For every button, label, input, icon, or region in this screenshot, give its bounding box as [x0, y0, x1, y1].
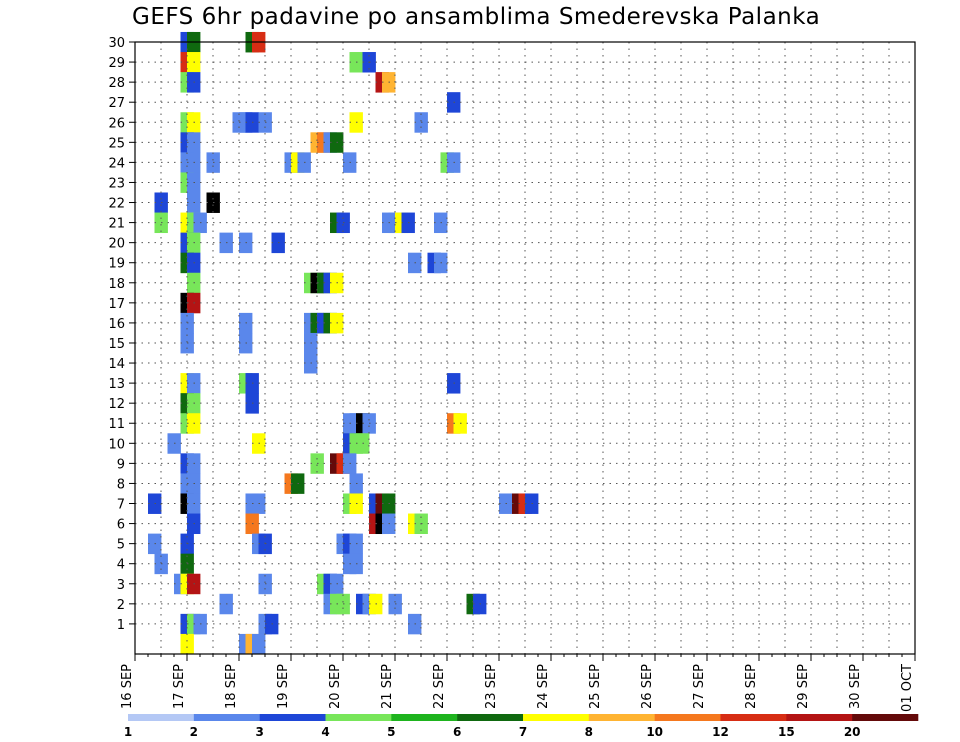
- y-tick-label: 23: [108, 176, 125, 191]
- y-tick-label: 16: [108, 317, 125, 332]
- x-tick-label: 27 SEP: [692, 664, 707, 709]
- y-tick-label: 21: [108, 217, 125, 232]
- x-tick-label: 01 OCT: [900, 664, 915, 712]
- colorbar-swatch: [852, 714, 919, 721]
- y-tick-label: 20: [108, 237, 125, 252]
- y-tick-label: 27: [108, 96, 125, 111]
- y-tick-label: 10: [108, 437, 125, 452]
- y-tick-label: 3: [117, 578, 125, 593]
- heatmap-cell: [252, 633, 266, 655]
- y-tick-label: 12: [108, 397, 125, 412]
- colorbar-label: 2: [190, 725, 198, 739]
- x-tick-label: 16 SEP: [120, 664, 135, 709]
- x-tick-label: 25 SEP: [588, 664, 603, 709]
- x-tick-label: 19 SEP: [276, 664, 291, 709]
- y-tick-label: 30: [108, 36, 125, 51]
- y-tick-label: 25: [108, 136, 125, 151]
- y-tick-label: 11: [108, 417, 125, 432]
- x-tick-label: 17 SEP: [172, 664, 187, 709]
- colorbar-label: 10: [646, 725, 663, 739]
- colorbar-label: 6: [453, 725, 461, 739]
- x-tick-label: 24 SEP: [536, 664, 551, 709]
- colorbar-swatch: [259, 714, 326, 721]
- colorbar-label: 5: [387, 725, 395, 739]
- colorbar-swatch: [786, 714, 853, 721]
- y-tick-label: 29: [108, 56, 125, 71]
- x-tick-label: 28 SEP: [744, 664, 759, 709]
- y-tick-label: 18: [108, 277, 125, 292]
- x-tick-label: 29 SEP: [796, 664, 811, 709]
- colorbar-swatch: [325, 714, 392, 721]
- colorbar-label: 3: [255, 725, 263, 739]
- y-tick-label: 15: [108, 337, 125, 352]
- colorbar-label: 8: [585, 725, 593, 739]
- x-tick-label: 21 SEP: [380, 664, 395, 709]
- colorbar-swatch: [523, 714, 590, 721]
- colorbar-label: 7: [519, 725, 527, 739]
- x-tick-label: 23 SEP: [484, 664, 499, 709]
- x-tick-label: 20 SEP: [328, 664, 343, 709]
- x-tick-label: 22 SEP: [432, 664, 447, 709]
- colorbar-label: 1: [124, 725, 132, 739]
- colorbar-swatch: [457, 714, 524, 721]
- colorbar-swatch: [720, 714, 787, 721]
- chart-title: GEFS 6hr padavine po ansamblima Smederev…: [132, 4, 821, 30]
- y-tick-label: 19: [108, 257, 125, 272]
- y-tick-label: 8: [117, 477, 125, 492]
- x-tick-label: 30 SEP: [848, 664, 863, 709]
- y-tick-label: 14: [108, 357, 125, 372]
- colorbar-swatch: [391, 714, 458, 721]
- y-tick-label: 6: [117, 518, 125, 533]
- y-tick-label: 5: [117, 538, 125, 553]
- y-tick-label: 1: [117, 618, 125, 633]
- colorbar-swatch: [588, 714, 655, 721]
- colorbar-label: 20: [844, 725, 861, 739]
- y-tick-label: 9: [117, 457, 125, 472]
- x-tick-label: 26 SEP: [640, 664, 655, 709]
- colorbar-label: 15: [778, 725, 795, 739]
- y-tick-label: 22: [108, 197, 125, 212]
- colorbar-swatch: [128, 714, 195, 721]
- y-tick-label: 2: [117, 598, 125, 613]
- y-tick-label: 24: [108, 156, 125, 171]
- y-tick-label: 28: [108, 76, 125, 91]
- colorbar-label: 4: [321, 725, 329, 739]
- plot-frame: [134, 41, 916, 655]
- y-tick-label: 17: [108, 297, 125, 312]
- y-tick-label: 26: [108, 116, 125, 131]
- colorbar-swatch: [654, 714, 721, 721]
- y-tick-label: 7: [117, 498, 125, 513]
- y-tick-label: 4: [117, 558, 125, 573]
- x-tick-label: 18 SEP: [224, 664, 239, 709]
- colorbar-label: 12: [712, 725, 729, 739]
- y-tick-label: 13: [108, 377, 125, 392]
- colorbar-swatch: [193, 714, 260, 721]
- heatmap-cell: [180, 633, 194, 655]
